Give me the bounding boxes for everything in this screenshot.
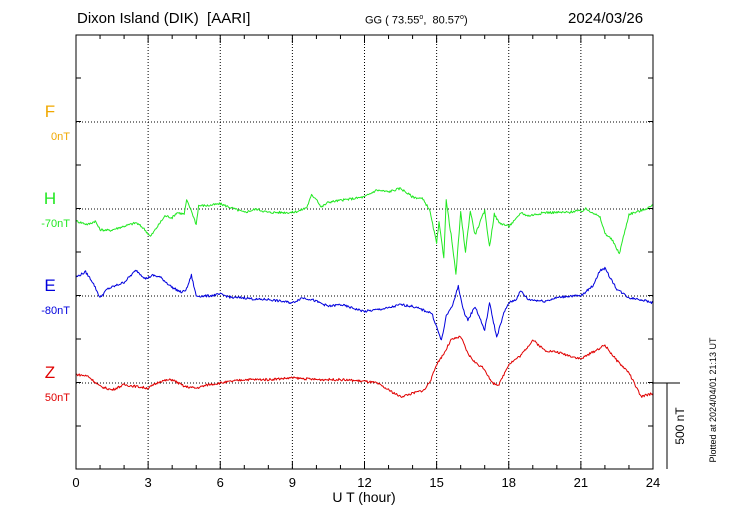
channel-label-h: H [44,189,56,208]
series-line-e [75,266,654,341]
baseline-label-e: -80nT [41,305,70,317]
baseline-label-f: 0nT [51,131,70,143]
scale-bar: 500 nT [653,382,687,469]
channel-label-z: Z [45,363,55,382]
x-tick-label: 12 [357,475,371,490]
station-coordinates: GG ( 73.55o, 80.57o) [365,14,468,27]
grid-lines [76,35,653,469]
channel-label-e: E [44,276,55,295]
x-tick-label: 3 [145,475,152,490]
axis-ticks: 0 3 6 9 12 15 18 21 24 [72,35,660,490]
baseline-label-h: -70nT [41,218,70,230]
x-axis-label: U T (hour) [332,489,395,505]
scale-bar-label: 500 nT [673,407,687,445]
x-tick-label: 18 [502,475,516,490]
x-tick-label: 15 [429,475,443,490]
x-tick-label: 24 [646,475,660,490]
channel-labels: F 0nT H -70nT E -80nT Z 50nT [41,102,70,404]
series-line-z [75,335,654,398]
station-title: Dixon Island (DIK) [AARI] [77,10,251,27]
plot-date: 2024/03/26 [568,10,644,27]
x-tick-label: 0 [72,475,79,490]
baseline-label-z: 50nT [45,392,70,404]
plotted-at-note: Plotted at 2024/04/01 21:13 UT [708,337,718,463]
x-tick-label: 9 [289,475,296,490]
x-tick-label: 21 [574,475,588,490]
x-tick-label: 6 [217,475,224,490]
channel-label-f: F [45,102,55,121]
series-line-h [75,187,654,275]
series-lines [75,187,654,398]
